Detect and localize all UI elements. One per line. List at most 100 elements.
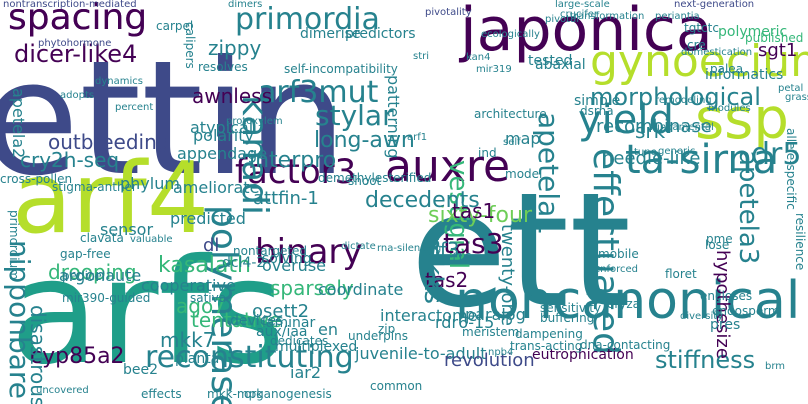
cloud-word: cyp85a2	[30, 344, 125, 369]
cloud-word: gynoecium	[590, 36, 808, 87]
cloud-word: drooping	[48, 260, 137, 284]
cloud-word: generic	[658, 146, 696, 157]
cloud-word: ago7	[176, 294, 226, 318]
cloud-word: spacing	[8, 0, 148, 38]
cloud-word: dsrna	[580, 104, 614, 118]
cloud-word: ecologically	[481, 29, 540, 40]
cloud-word: dr5	[751, 137, 802, 172]
cloud-word: noncanonical	[455, 271, 801, 331]
cloud-word: auxre	[385, 141, 511, 192]
cloud-word: dedicates	[270, 334, 329, 348]
cloud-word: rdr6-15	[435, 313, 495, 332]
cloud-word: large-scale	[555, 0, 610, 10]
cloud-word: iar2	[290, 363, 322, 382]
cloud-word: needle-like	[602, 148, 701, 169]
cloud-word: yield	[578, 97, 674, 143]
cloud-word: mkk7	[160, 328, 216, 352]
cloud-word: map	[505, 129, 541, 148]
cloud-word: self	[503, 137, 521, 148]
cloud-word: protoxylem	[226, 116, 283, 127]
cloud-word: apetela2	[9, 88, 28, 159]
cloud-word: resolves	[198, 60, 248, 74]
cloud-word: cry2h-seq	[20, 148, 120, 172]
cloud-word: buffering	[540, 311, 595, 325]
cloud-word: planta	[175, 351, 220, 367]
cloud-word: dl	[203, 235, 220, 256]
cloud-word: next-generation	[674, 0, 755, 10]
cloud-word: alf3	[422, 238, 460, 262]
cloud-word: phylum	[120, 174, 180, 193]
cloud-word: en	[318, 320, 338, 339]
cloud-word: nontranscription-mediated	[3, 0, 137, 10]
cloud-word: informatics	[705, 67, 784, 83]
cloud-word: sensitivity	[540, 301, 602, 315]
cloud-word: dna-contacting	[580, 338, 671, 352]
cloud-word: kasalath	[158, 253, 251, 278]
cloud-word: dictate	[341, 241, 376, 252]
cloud-word: endosperm	[712, 304, 780, 318]
cloud-word: gap-free	[60, 247, 111, 261]
cloud-word: pme	[706, 232, 733, 246]
cloud-word: encloses	[700, 289, 753, 303]
cloud-word: recombinase	[596, 116, 712, 137]
cloud-word: architecture	[474, 107, 547, 121]
cloud-word: arfs	[10, 228, 286, 397]
cloud-word: dimers	[228, 0, 263, 10]
cloud-word: reconstituting	[145, 340, 354, 375]
cloud-word: overuse	[262, 256, 326, 275]
cloud-word: multiplexed	[275, 339, 358, 355]
cloud-word: zip	[378, 322, 396, 336]
cloud-word: sgt1	[758, 40, 798, 61]
cloud-word: morphological	[590, 83, 761, 111]
cloud-word: outbreeding	[48, 130, 170, 154]
cloud-word: atypical	[190, 118, 254, 137]
cloud-word: clavata	[80, 231, 124, 245]
cloud-word: long-awn	[314, 128, 415, 153]
cloud-word: bee2	[123, 362, 159, 378]
cloud-word: factor3	[235, 152, 357, 192]
cloud-word: pivotal	[545, 14, 579, 25]
cloud-word: pedicel	[62, 269, 106, 283]
cloud-word: eutrophication	[532, 347, 634, 363]
cloud-word: trans-acting	[510, 339, 583, 353]
cloud-word: osett2	[252, 301, 310, 322]
cloud-word: primordium	[7, 210, 21, 280]
cloud-word: simple	[574, 93, 621, 109]
cloud-word: underpins	[348, 329, 408, 343]
cloud-word: allele-specific	[784, 128, 798, 210]
cloud-word: dimerise	[300, 26, 361, 42]
cloud-word: stigma-anther	[52, 180, 137, 194]
cloud-word: predicted	[170, 209, 246, 228]
cloud-word: coordinate	[318, 280, 404, 299]
cloud-word: grass	[785, 92, 808, 103]
cloud-word: predictors	[345, 26, 416, 42]
cloud-word: patterning	[384, 75, 403, 159]
cloud-word: tune	[634, 147, 657, 158]
cloud-word: cooperative	[141, 276, 236, 295]
cloud-word: resilience	[793, 213, 807, 271]
cloud-word: stylar	[315, 99, 394, 132]
cloud-word: diversity	[680, 311, 724, 322]
cloud-word: kan4	[466, 52, 491, 63]
cloud-word: ettin	[0, 27, 348, 211]
cloud-word: sparsely	[270, 276, 354, 300]
cloud-word: enforced	[594, 264, 639, 275]
cloud-word: awnless	[192, 84, 272, 108]
cloud-word: pivotality	[425, 7, 472, 18]
cloud-word: arf4	[12, 142, 210, 256]
cloud-word: common	[370, 379, 423, 393]
cloud-word: ta-sirna	[625, 137, 778, 183]
cloud-word: abaxial	[535, 57, 586, 73]
cloud-word: published	[745, 31, 804, 45]
cloud-word: sensor	[100, 220, 154, 239]
cloud-word: uncovered	[36, 385, 89, 396]
cloud-word: sixty-four	[428, 203, 532, 228]
cloud-word: mir319	[476, 64, 512, 75]
cloud-word: oryza	[607, 297, 641, 311]
cloud-word: arf3mut	[258, 75, 379, 110]
cloud-word: valuable	[130, 234, 173, 245]
cloud-word: decedents	[365, 188, 480, 213]
cloud-word: dicer-like4	[14, 40, 138, 68]
cloud-word: ind	[478, 146, 497, 160]
